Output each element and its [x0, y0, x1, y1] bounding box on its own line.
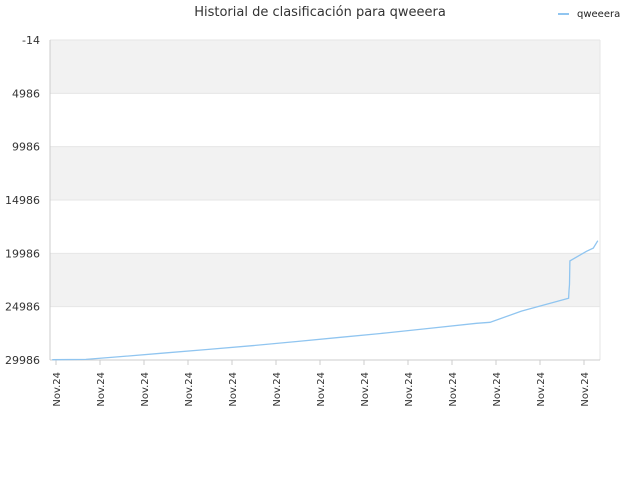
- x-tick-label: Nov.24: [580, 372, 591, 407]
- y-tick-label: 29986: [5, 354, 40, 367]
- legend-label[interactable]: qweeera: [577, 8, 621, 20]
- y-tick-label: -14: [22, 34, 40, 47]
- y-tick-label: 14986: [5, 194, 40, 207]
- grid-band: [50, 253, 600, 307]
- x-tick-label: Nov.24: [184, 372, 195, 407]
- x-tick-label: Nov.24: [140, 372, 151, 407]
- grid-band: [50, 146, 600, 200]
- x-tick-label: Nov.24: [536, 372, 547, 407]
- x-tick-label: Nov.24: [448, 372, 459, 407]
- y-tick-label: 9986: [12, 141, 40, 154]
- x-tick-label: Nov.24: [96, 372, 107, 407]
- x-tick-label: Nov.24: [272, 372, 283, 407]
- y-tick-label: 24986: [5, 301, 40, 314]
- legend[interactable]: qweeera: [558, 7, 620, 21]
- x-tick-label: Nov.24: [316, 372, 327, 407]
- series-line-qweeera: [52, 240, 599, 361]
- chart-title: Historial de clasificación para qweeera: [194, 5, 446, 20]
- x-tick-label: Nov.24: [360, 372, 371, 407]
- y-tick-label: 19986: [5, 247, 40, 260]
- x-tick-label: Nov.24: [404, 372, 415, 407]
- x-tick-label: Nov.24: [52, 372, 63, 407]
- x-tick-label: Nov.24: [492, 372, 503, 407]
- grid-band: [50, 40, 600, 94]
- legend-swatch: [558, 13, 569, 15]
- y-tick-label: 4986: [12, 87, 40, 100]
- x-tick-label: Nov.24: [228, 372, 239, 407]
